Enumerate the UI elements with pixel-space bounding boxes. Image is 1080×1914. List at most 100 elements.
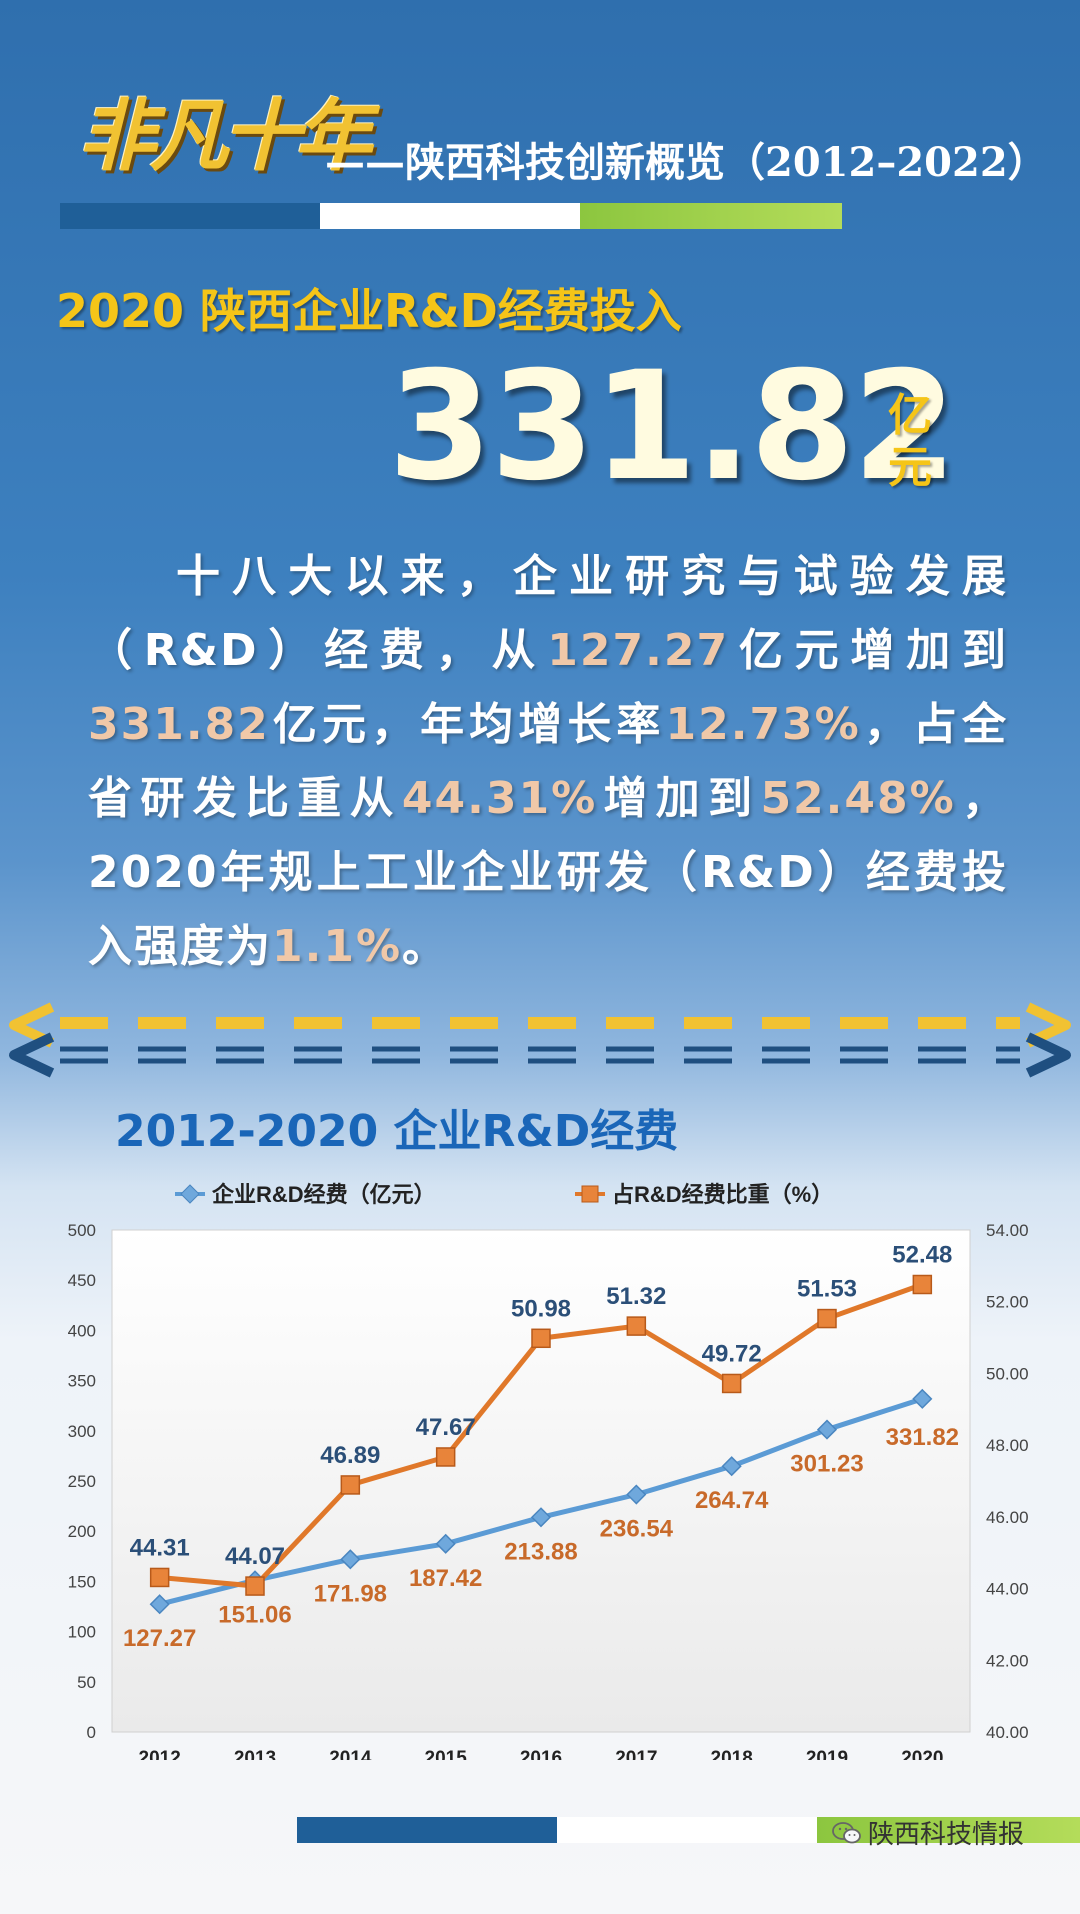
series-1-point bbox=[435, 1533, 456, 1554]
y-right-tick-label: 40.00 bbox=[986, 1723, 1029, 1742]
legend-series-2-marker bbox=[581, 1185, 599, 1203]
x-tick-label: 2018 bbox=[711, 1748, 753, 1760]
summary-text: ，占全省研发比重从 bbox=[88, 699, 1008, 824]
footer-brand: 陕西科技情报 bbox=[832, 1814, 1024, 1851]
series-2-point bbox=[245, 1576, 265, 1596]
series-1-data-label: 264.74 bbox=[695, 1487, 769, 1514]
series-2-data-label: 50.98 bbox=[511, 1295, 571, 1322]
series-2-point bbox=[912, 1274, 933, 1295]
y-left-tick-label: 0 bbox=[87, 1723, 96, 1742]
y-right-tick-label: 44.00 bbox=[986, 1580, 1029, 1599]
bottom-stripe-white bbox=[557, 1817, 817, 1843]
line-chart: 0 50 100 150 200 250 300 350 400 450 500 40.00 42.00… bbox=[68, 1182, 1029, 1760]
headline: 2020 陕西企业R&D经费投入 bbox=[56, 284, 682, 338]
series-1-point bbox=[530, 1507, 552, 1528]
header-subtitle: ——陕西科技创新概览（2012–2022） bbox=[325, 139, 1048, 186]
series-1-data-label: 301.23 bbox=[790, 1451, 863, 1478]
footer-brand-label: 陕西科技情报 bbox=[868, 1820, 1025, 1850]
top-stripe-blue bbox=[60, 203, 320, 229]
y-right-tick-label: 50.00 bbox=[986, 1364, 1029, 1383]
big-number: 331.82 bbox=[388, 340, 957, 514]
series-2-data-label: 52.48 bbox=[892, 1242, 952, 1269]
x-tick-label: 2015 bbox=[425, 1748, 468, 1760]
summary-text: 。 bbox=[402, 921, 449, 972]
series-2-point bbox=[817, 1308, 837, 1329]
big-number-unit: 亿元 bbox=[888, 390, 932, 493]
y-right-tick-label: 48.00 bbox=[986, 1436, 1029, 1455]
series-2-data-label: 49.72 bbox=[702, 1340, 762, 1367]
x-tick-label: 2013 bbox=[234, 1748, 276, 1760]
series-2-point bbox=[149, 1567, 170, 1588]
summary-text: 亿元增加到 bbox=[729, 625, 1009, 676]
x-tick-label: 2016 bbox=[520, 1748, 562, 1760]
y-left-tick-label: 300 bbox=[68, 1422, 96, 1441]
legend-series-1-label: 企业R&D经费（亿元） bbox=[211, 1182, 436, 1207]
x-tick-label: 2019 bbox=[806, 1748, 848, 1760]
y-left-tick-label: 350 bbox=[68, 1372, 96, 1391]
summary-highlight: 44.31% bbox=[401, 773, 598, 824]
y-right-tick-label: 54.00 bbox=[986, 1221, 1029, 1240]
chevron-left-icon bbox=[9, 1002, 55, 1078]
legend-series-2-label: 占R&D经费比重（%） bbox=[612, 1182, 833, 1207]
series-2-data-label: 46.89 bbox=[320, 1442, 380, 1469]
dashed-divider bbox=[9, 1002, 1071, 1078]
series-2-data-label: 47.67 bbox=[416, 1414, 476, 1441]
series-2-point bbox=[721, 1373, 742, 1394]
summary-paragraph: 十八大以来，企业研究与试验发展（R&D）经费，从127.27亿元增加到 331.8… bbox=[88, 540, 1008, 984]
bottom-stripe-green bbox=[817, 1817, 1080, 1843]
series-1-point bbox=[626, 1484, 647, 1505]
series-2-point bbox=[531, 1328, 551, 1349]
y-left-tick-label: 100 bbox=[68, 1623, 96, 1642]
series-1-point bbox=[149, 1594, 170, 1615]
summary-highlight: 12.73% bbox=[665, 699, 861, 750]
y-left-tick-label: 200 bbox=[68, 1522, 96, 1541]
bottom-stripe-blue bbox=[297, 1817, 557, 1843]
summary-highlight: 52.48% bbox=[760, 773, 956, 824]
y-right-tick-label: 52.00 bbox=[986, 1293, 1029, 1312]
summary-highlight: 127.27 bbox=[547, 625, 730, 676]
series-2-point bbox=[435, 1447, 456, 1467]
x-tick-label: 2017 bbox=[615, 1748, 657, 1760]
top-stripe-white bbox=[320, 203, 580, 229]
series-1-data-label: 127.27 bbox=[123, 1625, 196, 1652]
series-2-point bbox=[340, 1475, 361, 1495]
chevron-right-icon bbox=[1025, 1002, 1071, 1078]
y-left-tick-label: 150 bbox=[68, 1572, 96, 1591]
series-1-point bbox=[816, 1419, 838, 1440]
summary-highlight: 1.1% bbox=[272, 921, 403, 972]
y-left-tick-label: 50 bbox=[77, 1673, 96, 1692]
y-right-tick-label: 42.00 bbox=[986, 1651, 1029, 1670]
summary-text: 亿元，年均增长率 bbox=[269, 699, 666, 750]
y-left-tick-label: 500 bbox=[68, 1221, 96, 1240]
series-1-point bbox=[721, 1456, 742, 1477]
x-tick-label: 2014 bbox=[329, 1748, 372, 1760]
wechat-icon bbox=[832, 1821, 861, 1843]
series-2-data-label: 51.53 bbox=[797, 1276, 857, 1303]
series-1-data-label: 187.42 bbox=[409, 1565, 482, 1592]
series-1-data-label: 171.98 bbox=[314, 1580, 387, 1607]
chart-heading: 2012-2020 企业R&D经费 bbox=[115, 1106, 679, 1157]
series-1-data-label: 151.06 bbox=[218, 1601, 291, 1628]
series-2-point bbox=[626, 1316, 647, 1336]
y-right-tick-label: 46.00 bbox=[986, 1508, 1029, 1527]
series-2-data-label: 51.32 bbox=[606, 1283, 666, 1310]
summary-text: 增加到 bbox=[597, 773, 761, 824]
series-2-data-label: 44.07 bbox=[225, 1543, 285, 1570]
y-left-tick-label: 450 bbox=[68, 1271, 96, 1290]
series-2-data-label: 44.31 bbox=[130, 1534, 190, 1561]
x-tick-label: 2012 bbox=[139, 1748, 181, 1760]
summary-highlight: 331.82 bbox=[88, 699, 270, 750]
top-stripe-green bbox=[580, 203, 842, 229]
summary-text: 十八大以来，企业研究与试验发展（R&D）经费，从 bbox=[88, 551, 1008, 676]
y-left-tick-label: 400 bbox=[68, 1321, 96, 1340]
series-1-point bbox=[912, 1388, 933, 1409]
legend-series-1-marker bbox=[180, 1184, 200, 1204]
series-1-data-label: 236.54 bbox=[600, 1516, 674, 1543]
series-1-data-label: 331.82 bbox=[886, 1424, 959, 1451]
series-1-data-label: 213.88 bbox=[504, 1538, 577, 1565]
summary-text: ，2020年规上工业企业研发（R&D）经费投入强度为 bbox=[88, 773, 1009, 972]
logo-calligraphy: 非凡十年 bbox=[78, 91, 372, 182]
series-1-point bbox=[340, 1549, 361, 1570]
y-left-tick-label: 250 bbox=[68, 1472, 96, 1491]
x-tick-label: 2020 bbox=[901, 1748, 943, 1760]
